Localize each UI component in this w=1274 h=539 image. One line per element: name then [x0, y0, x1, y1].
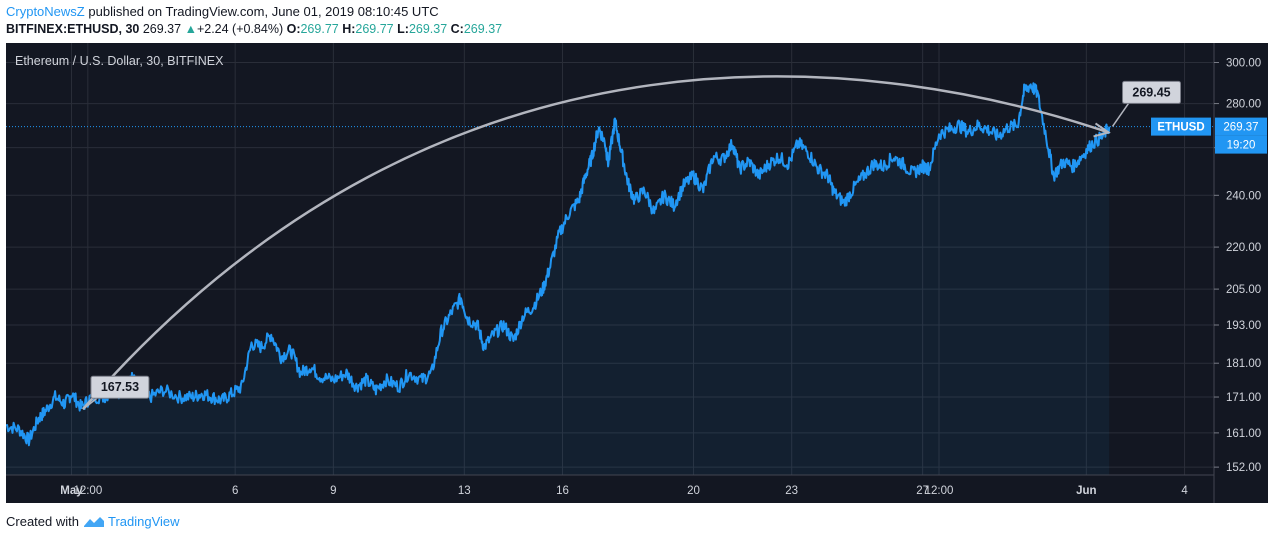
symbol-label: BITFINEX:ETHUSD, 30	[6, 22, 140, 36]
y-tick-label: 205.00	[1226, 284, 1261, 296]
footer: Created with TradingView	[6, 514, 180, 529]
price-chart[interactable]: 167.53 269.45 152.00 161.00 171.00 181.00 193…	[6, 43, 1268, 503]
chart-title: Ethereum / U.S. Dollar, 30, BITFINEX	[15, 54, 224, 68]
y-tick-label: 280.00	[1226, 99, 1261, 111]
low-value: 269.37	[408, 22, 448, 36]
grid-lines	[6, 43, 1214, 475]
high-label: H:	[342, 22, 356, 36]
arrow-head-icon	[1093, 122, 1111, 138]
y-tick-label: 300.00	[1226, 58, 1261, 70]
countdown-tag	[1215, 135, 1267, 154]
price-tags: ETHUSD 269.37 19:20	[1151, 117, 1267, 154]
open-label: O:	[286, 22, 301, 36]
trend-arc	[81, 75, 1109, 411]
tradingview-logo-icon	[83, 516, 104, 527]
callout-label: 269.45	[1132, 85, 1170, 99]
callout-leader	[82, 397, 98, 410]
close-value: 269.37	[463, 22, 503, 36]
symbol-info-line: BITFINEX:ETHUSD, 30 269.37 ▲+2.24 (+0.84…	[6, 22, 502, 36]
x-tick-label: 23	[785, 485, 798, 497]
chart-panel[interactable]: 167.53 269.45 152.00 161.00 171.00 181.00 193…	[6, 43, 1268, 503]
created-with-text: Created with	[6, 514, 79, 529]
callout-label: 167.53	[101, 380, 139, 394]
callout-box	[1122, 80, 1182, 104]
high-value: 269.77	[355, 22, 394, 36]
x-tick-label: 4	[1181, 485, 1188, 497]
x-tick-label: 20	[687, 485, 700, 497]
price-callouts: 167.53 269.45	[82, 80, 1182, 410]
x-tick-label: 6	[232, 485, 238, 497]
last-price-tag	[1215, 117, 1267, 136]
last-price-tag-label: 269.37	[1223, 122, 1258, 134]
symbol-tag	[1151, 117, 1211, 136]
callout-box	[90, 375, 150, 399]
y-tick-label: 152.00	[1226, 462, 1261, 474]
up-arrow-icon: ▲	[184, 22, 197, 36]
tradingview-brand-label: TradingView	[107, 514, 180, 529]
publish-line: CryptoNewsZ published on TradingView.com…	[6, 4, 439, 19]
price-line	[6, 82, 1111, 447]
tradingview-link[interactable]: TradingView	[83, 514, 180, 529]
y-tick-label: 171.00	[1226, 392, 1261, 404]
x-tick-label: May	[60, 485, 83, 497]
last-price: 269.37	[142, 22, 182, 36]
open-value: 269.77	[300, 22, 339, 36]
close-label: C:	[450, 22, 464, 36]
y-tick-label: 220.00	[1226, 242, 1261, 254]
y-axis-ticks: 152.00 161.00 171.00 181.00 193.00 205.00 220.…	[1214, 58, 1261, 474]
y-tick-label: 161.00	[1226, 428, 1261, 440]
publisher-link[interactable]: CryptoNewsZ	[6, 4, 85, 19]
x-tick-label: 12:00	[73, 485, 102, 497]
symbol-tag-label: ETHUSD	[1157, 122, 1204, 134]
y-tick-label: 240.00	[1226, 190, 1261, 202]
published-text: published on TradingView.com, June 01, 2…	[88, 4, 439, 19]
price-area-fill	[6, 83, 1110, 475]
x-tick-label: 16	[556, 485, 569, 497]
y-tick-label: 193.00	[1226, 320, 1261, 332]
callout-leader	[1111, 102, 1130, 127]
y-tick-label: 181.00	[1226, 358, 1261, 370]
x-tick-label: 9	[330, 485, 336, 497]
x-tick-label: 27	[916, 485, 929, 497]
low-label: L:	[397, 22, 409, 36]
price-change: +2.24 (+0.84%)	[196, 22, 284, 36]
x-tick-label: Jun	[1076, 485, 1096, 497]
x-tick-label: 12:00	[925, 485, 954, 497]
x-tick-label: 13	[458, 485, 471, 497]
countdown-tag-label: 19:20	[1227, 140, 1256, 152]
